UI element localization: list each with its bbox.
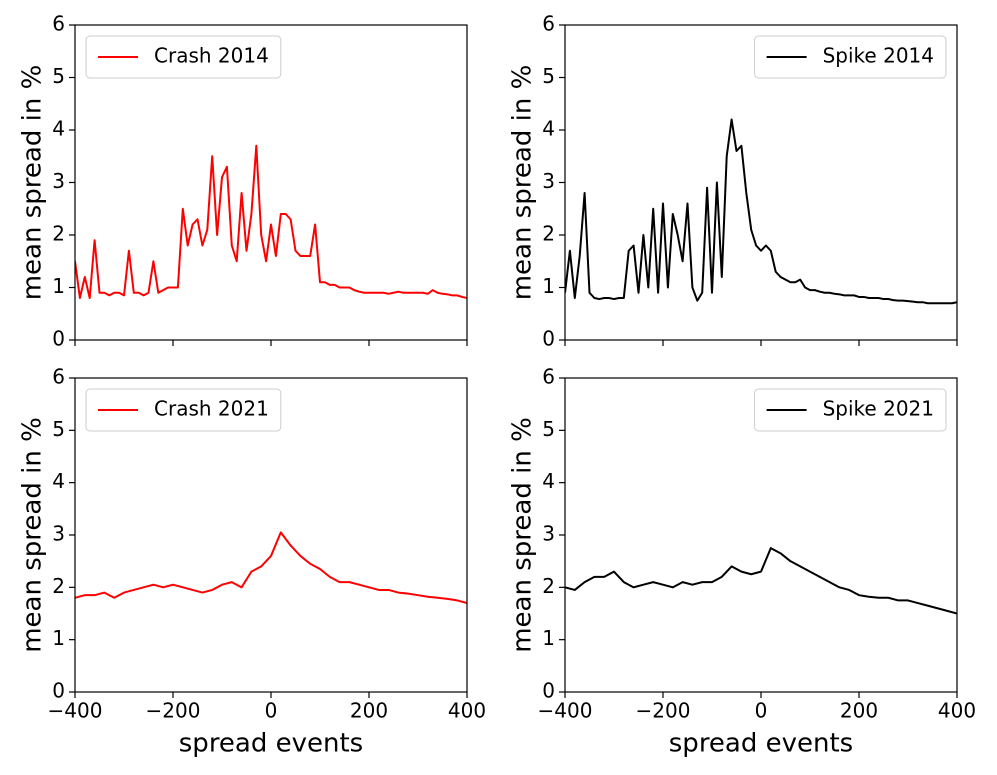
data-line (75, 531, 467, 604)
y-tick-label: 5 (52, 417, 65, 441)
data-line (565, 118, 957, 305)
x-tick-label: 400 (448, 699, 486, 723)
x-tick-label: −200 (636, 699, 691, 723)
x-tick-label: 200 (350, 699, 388, 723)
legend-frame (754, 35, 947, 79)
legend-frame (754, 388, 947, 432)
x-tick-label: −400 (48, 699, 103, 723)
plot-area (565, 547, 957, 615)
y-tick-label: 0 (542, 679, 555, 703)
subplot: 0 1 2 3 4 5 6 mean spread in % Crash 2014 (18, 12, 468, 351)
legend-label: Crash 2014 (154, 44, 269, 68)
subplot: 0 1 2 3 4 5 6 mean spread in % Spike 2014 (508, 12, 958, 351)
plot-area (75, 531, 467, 604)
plot-area (75, 144, 467, 299)
plot-area (565, 118, 957, 305)
y-tick-label: 0 (52, 327, 65, 351)
y-tick-label: 4 (542, 117, 555, 141)
legend-frame (85, 35, 282, 79)
legend-label: Crash 2021 (154, 397, 269, 421)
y-tick-label: 6 (52, 12, 65, 36)
y-tick-label: 0 (52, 679, 65, 703)
y-tick-label: 3 (52, 169, 65, 193)
y-tick-label: 0 (542, 327, 555, 351)
x-tick-label: 400 (938, 699, 976, 723)
x-tick-label: −400 (538, 699, 593, 723)
y-tick-label: 6 (542, 365, 555, 389)
y-tick-label: 4 (52, 469, 65, 493)
y-tick-label: 4 (52, 117, 65, 141)
subplot: 0 1 2 3 4 5 6 −400 −200 0 200 400 spread events mean … (508, 365, 977, 759)
x-tick-label: 200 (840, 699, 878, 723)
y-axis-label: mean spread in % (508, 65, 538, 301)
y-tick-label: 1 (542, 274, 555, 298)
x-tick-label: −200 (146, 699, 201, 723)
y-tick-label: 5 (542, 417, 555, 441)
legend: Spike 2014 (754, 35, 947, 79)
x-axis-label: spread events (179, 729, 363, 759)
x-tick-label: 0 (265, 699, 278, 723)
legend: Crash 2014 (85, 35, 282, 79)
y-tick-label: 5 (52, 64, 65, 88)
x-axis-label: spread events (669, 729, 853, 759)
legend-label: Spike 2021 (823, 397, 934, 421)
y-tick-label: 4 (542, 469, 555, 493)
legend: Crash 2021 (85, 388, 282, 432)
y-tick-label: 5 (542, 64, 555, 88)
y-tick-label: 1 (52, 626, 65, 650)
y-axis-label: mean spread in % (18, 65, 48, 301)
y-axis-label: mean spread in % (18, 417, 48, 653)
y-tick-label: 3 (542, 169, 555, 193)
y-tick-label: 2 (542, 574, 555, 598)
y-tick-label: 6 (52, 365, 65, 389)
y-tick-label: 1 (542, 626, 555, 650)
subplot: 0 1 2 3 4 5 6 −400 −200 0 200 400 spread events mean … (18, 365, 487, 759)
y-tick-label: 2 (52, 574, 65, 598)
x-tick-label: 0 (755, 699, 768, 723)
y-tick-label: 3 (52, 522, 65, 546)
data-line (75, 144, 467, 299)
legend-frame (85, 388, 282, 432)
y-tick-label: 3 (542, 522, 555, 546)
y-tick-label: 1 (52, 274, 65, 298)
y-tick-label: 2 (52, 222, 65, 246)
legend: Spike 2021 (754, 388, 947, 432)
data-line (565, 547, 957, 615)
y-axis-label: mean spread in % (508, 417, 538, 653)
y-tick-label: 6 (542, 12, 555, 36)
y-tick-label: 2 (542, 222, 555, 246)
legend-label: Spike 2014 (823, 44, 934, 68)
